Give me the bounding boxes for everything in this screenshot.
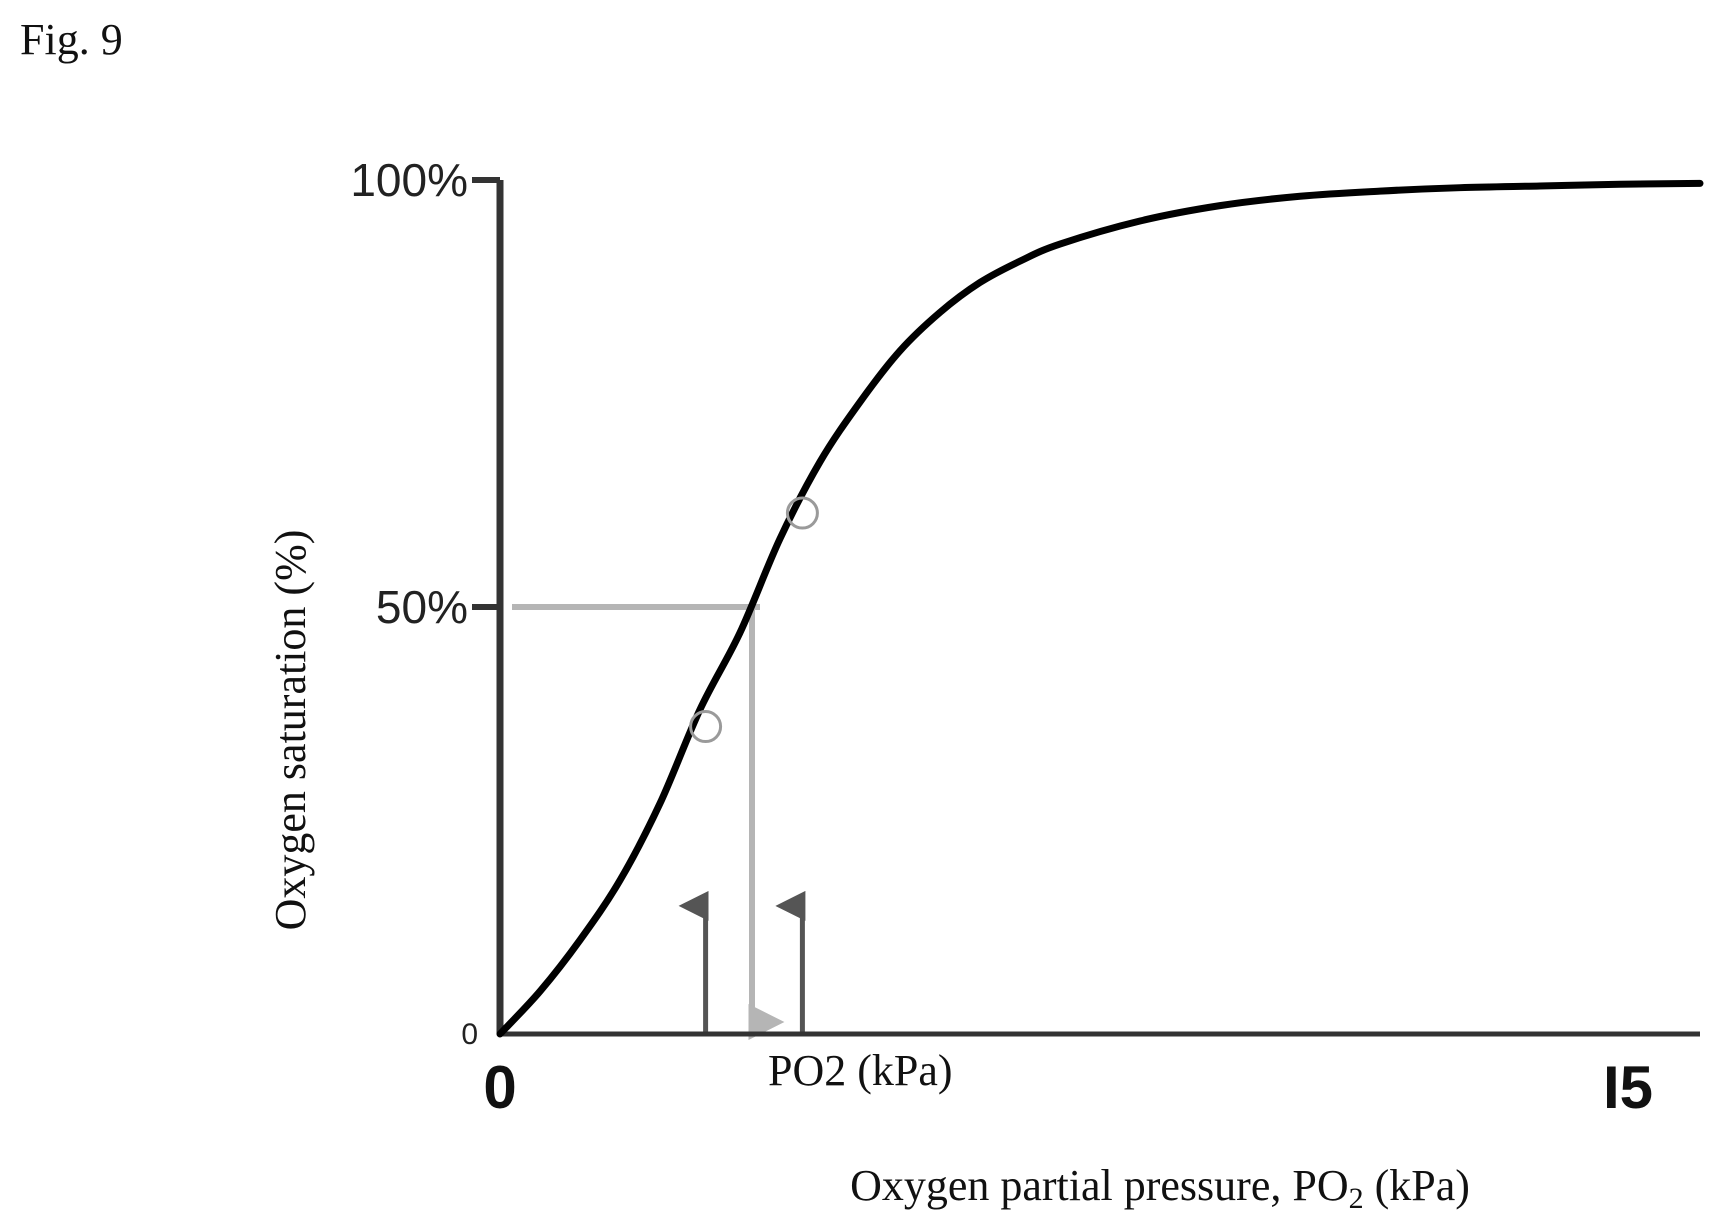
x-axis-title-main: Oxygen partial pressure, PO (850, 1161, 1349, 1210)
x-axis-title-subscript: 2 (1349, 1182, 1364, 1215)
x-ticks: 0 I5 (483, 1054, 1653, 1121)
highlight-point (689, 710, 723, 744)
y-tick-label: 0 (461, 1018, 478, 1051)
figure-label: Fig. 9 (20, 15, 123, 64)
y-tick-label: 100% (350, 154, 468, 206)
highlight-point (785, 496, 819, 530)
x-tick-label: I5 (1603, 1054, 1653, 1121)
x-tick-label: 0 (483, 1054, 516, 1121)
y-tick-label: 50% (376, 581, 468, 633)
saturation-curve (496, 179, 1704, 1038)
x-axis-title-unit: (kPa) (1364, 1161, 1470, 1210)
y-axis-title: Oxygen saturation (%) (266, 530, 315, 931)
y-ticks: 100% 50% 0 (350, 154, 500, 1051)
x-axis-title: Oxygen partial pressure, PO2 (kPa) (850, 1161, 1470, 1215)
p50-label: PO2 (kPa) (768, 1046, 953, 1095)
arrows (678, 607, 806, 1040)
highlight-points (689, 496, 819, 744)
